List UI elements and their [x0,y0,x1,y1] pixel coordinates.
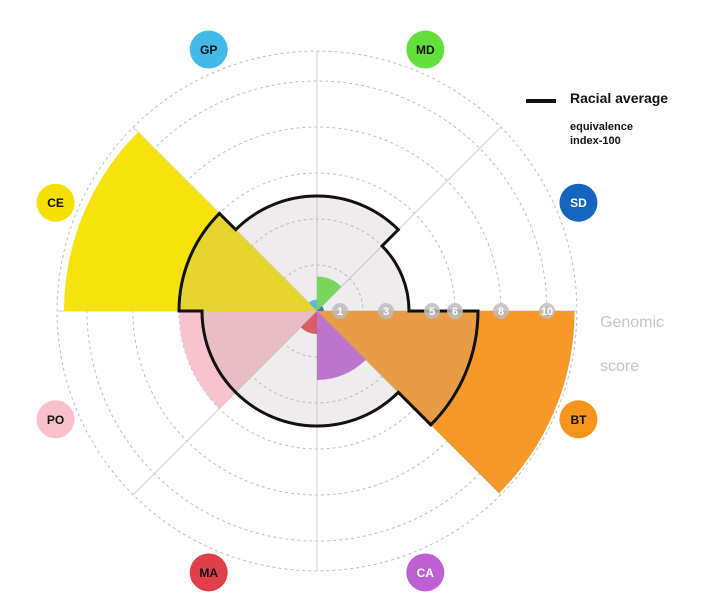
average-tint-sd [317,245,409,311]
chart-sectors [64,132,575,494]
badge-bt: BT [559,400,598,439]
svg-text:BT: BT [570,413,587,427]
svg-text:GP: GP [200,43,217,57]
legend-sublabel-line-2: index-100 [570,135,621,147]
badge-ma: MA [189,553,228,592]
svg-text:PO: PO [47,413,64,427]
sector-gp [308,299,317,311]
sector-ca [317,311,366,380]
badge-md: MD [406,30,445,69]
average-tint-po [202,311,317,393]
tick-label: 1 [332,303,348,319]
tick-label: 6 [447,303,463,319]
sector-bt [317,311,575,494]
average-tint-md [317,195,399,311]
average-outline [177,194,480,428]
axis-title: Genomic score [600,290,690,400]
svg-text:6: 6 [452,306,458,318]
average-tint-ca [317,311,399,426]
grid-spoke [316,126,502,312]
badge-gp: GP [189,30,228,69]
svg-text:CE: CE [47,196,64,210]
tick-label: 8 [493,303,509,319]
sector-sd [317,306,324,311]
average-tint-ce [179,213,317,311]
average-tint-ma [235,311,317,426]
tick-label: 5 [424,303,440,319]
average-tint-gp [235,195,317,311]
legend-line-swatch [526,99,556,103]
sector-md [317,276,342,311]
svg-text:5: 5 [429,306,435,318]
average-line [177,194,480,428]
svg-text:SD: SD [570,196,587,210]
average-tint-bt [317,311,478,425]
legend-sublabel-line-1: equivalence [570,121,633,133]
svg-text:3: 3 [383,306,389,318]
svg-text:MD: MD [416,43,435,57]
svg-text:8: 8 [498,306,504,318]
svg-text:1: 1 [337,306,343,318]
badge-po: PO [36,400,75,439]
legend-sublabel: equivalence index-100 [570,120,660,148]
sector-ma [300,311,317,334]
svg-text:MA: MA [199,566,218,580]
badge-ca: CA [406,553,445,592]
sector-po [179,311,317,409]
svg-text:10: 10 [541,306,553,318]
sector-ce [64,132,317,311]
badge-sd: SD [559,183,598,222]
axis-title-line-1: Genomic [600,314,665,331]
tick-label: 10 [539,303,555,319]
svg-text:CA: CA [417,566,435,580]
axis-title-line-2: score [600,358,640,375]
legend-label: Racial average [570,90,669,106]
category-badges: BT CA MA PO CE GP MD SD [36,30,598,592]
badge-ce: CE [36,183,75,222]
tick-labels: 1 3 5 6 8 10 [332,303,555,319]
tick-label: 3 [378,303,394,319]
